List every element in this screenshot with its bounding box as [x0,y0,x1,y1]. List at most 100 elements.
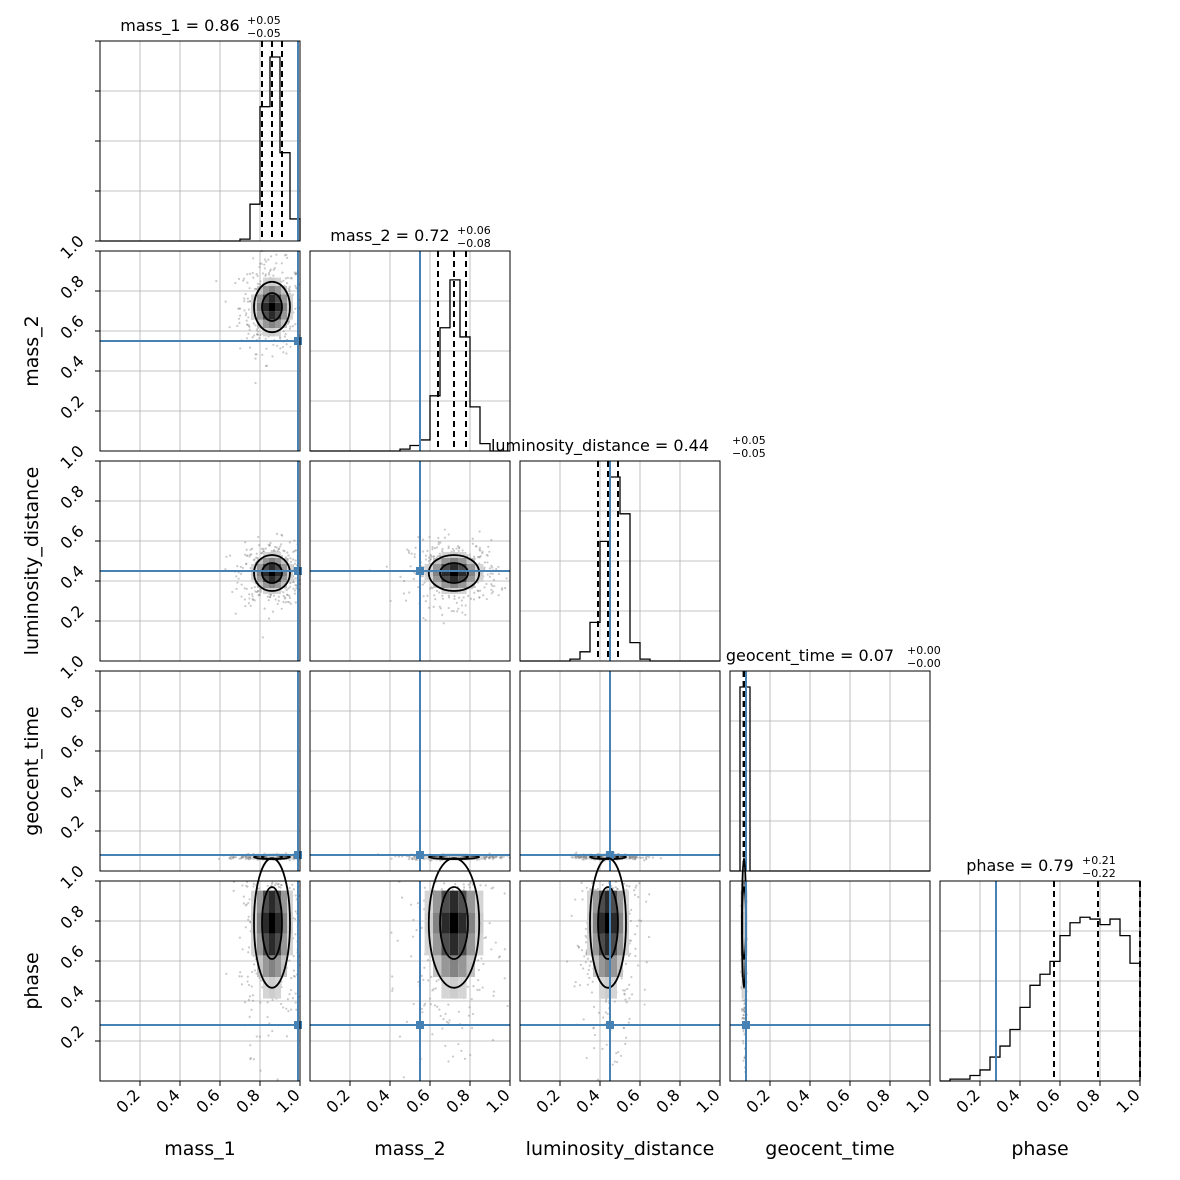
sample-point [239,307,242,310]
sample-point [217,857,221,861]
sample-point [498,856,501,859]
sample-point [244,605,247,608]
sample-point [443,536,447,539]
sample-point [629,857,632,860]
histogram-step-phase [940,916,1141,1082]
density-bin [257,564,263,570]
density-bin [458,977,467,999]
sample-point [271,1029,274,1033]
sample-point [420,974,423,977]
sample-point [269,594,273,597]
hist-panel-phase: phase = 0.79 +0.21−0.22 0.2 0.4 0.6 0.8 1.0 [939,854,1144,1117]
sample-point [647,935,651,939]
density-bin [599,977,605,999]
density-bin [281,933,287,956]
sample-point [469,597,473,600]
histogram-step-luminosity_distance [520,476,720,662]
sample-point [743,1007,746,1010]
sample-point [471,537,474,540]
sample-point [284,333,287,336]
sample-point [473,591,476,594]
sample-point [487,856,490,859]
sample-point [412,918,415,921]
density-bin [466,890,475,913]
sample-point [421,1011,424,1014]
y-tick-label: 0.4 [56,351,87,382]
sample-point [248,1015,251,1019]
density-bin [593,912,599,934]
sample-point [576,944,579,947]
sample-point [629,919,633,923]
sample-point [258,1035,261,1038]
sample-point [235,575,238,578]
panel-2d-mass_2-vs-luminosity_distance [309,460,511,662]
sample-point [585,886,588,889]
sample-point [628,939,631,942]
density-bin [441,955,450,977]
sample-point [237,577,240,580]
sample-point [460,604,464,607]
sample-point [234,281,237,285]
y-tick-label: 1.0 [56,651,87,682]
y-tick-label: 0.2 [56,601,87,632]
sample-point [257,543,261,547]
contour-level-2 [253,280,291,334]
sample-point [258,337,261,340]
sample-point [611,1063,614,1066]
sample-point [242,855,245,859]
density-bin [263,302,269,312]
sample-point [578,984,582,987]
sample-point [439,607,442,610]
sample-point [215,280,218,283]
sample-point [243,598,247,601]
density-bin [263,564,269,570]
sample-point [488,575,491,578]
contour-level-2 [427,857,481,989]
x-axis-label-phase: phase [1011,1138,1068,1160]
sample-point [267,543,270,546]
density-bin [263,955,269,977]
truth-marker [294,337,302,345]
panel-title-mass_2: mass_2 = 0.72 [330,226,449,246]
sample-point [294,1001,297,1004]
sample-point [285,282,289,285]
sample-point [255,353,258,356]
sample-point [584,857,588,860]
sample-point [619,1054,623,1057]
sample-point [491,858,495,861]
y-tick-label: 1.0 [56,231,87,262]
sample-point [571,856,574,859]
sample-point [231,857,235,860]
sample-point [249,1058,252,1061]
panel-frame [309,880,511,1082]
sample-point [493,585,496,588]
sample-point [431,546,434,549]
density-bin [269,912,275,934]
sample-point [485,856,488,859]
sample-point [582,967,585,970]
x-tick-label: 0.8 [442,1085,473,1116]
truth-marker [416,1021,424,1029]
sample-point [413,856,417,859]
density-bin [263,552,269,558]
sample-point [484,936,488,939]
sample-point [491,855,494,858]
density-bin [287,576,293,582]
sample-point [588,964,591,967]
density-bin [605,912,611,934]
sample-point [743,1009,746,1013]
sample-point [483,856,486,859]
sample-point [503,977,506,980]
sample-point [266,884,269,887]
sample-point [252,322,255,325]
y-tick-label: 0.8 [56,271,87,302]
sample-point [270,549,273,553]
sample-point [247,918,250,921]
sample-point [447,545,450,548]
sample-point [242,902,245,905]
y-axis-label-mass_2: mass_2 [21,315,43,387]
sample-point [287,554,290,557]
sample-point [264,260,268,263]
sample-point [445,1020,449,1023]
sample-point [248,272,252,275]
